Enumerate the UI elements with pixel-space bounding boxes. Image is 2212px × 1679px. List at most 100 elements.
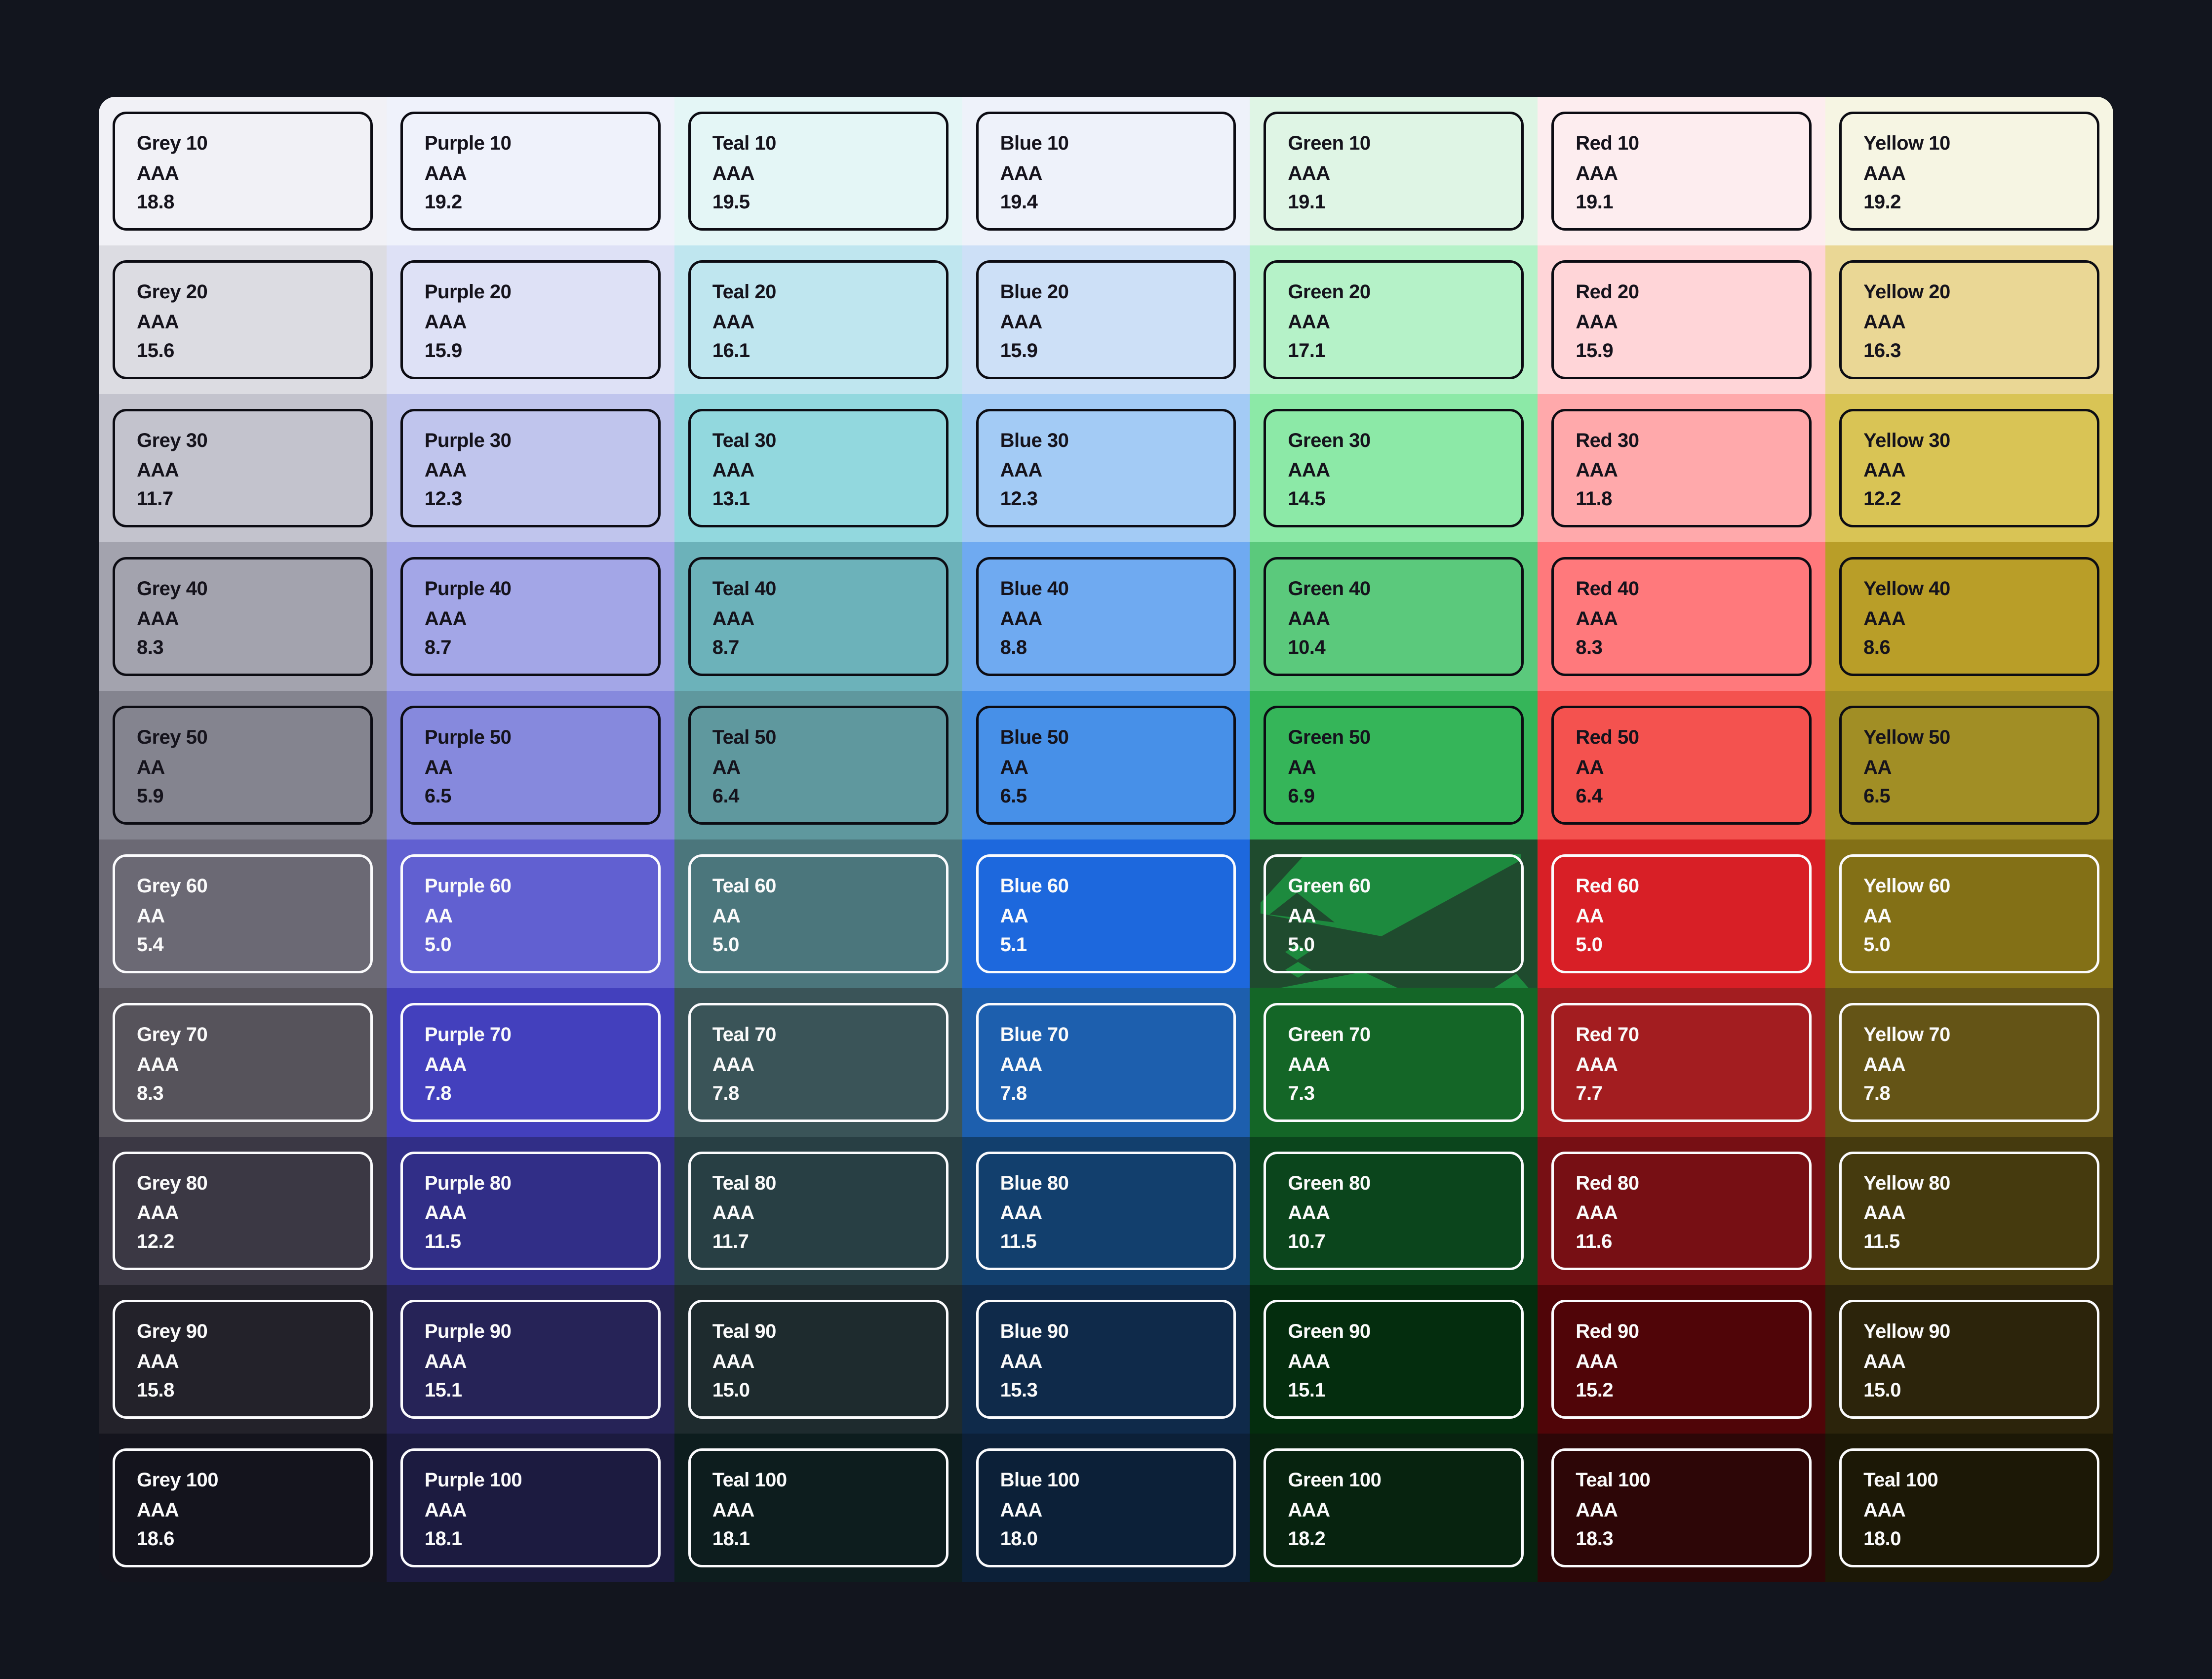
swatch-card-teal-40[interactable]: Teal 40 AAA 8.7 (688, 557, 948, 677)
glitch-mountains-overlay (1250, 839, 1538, 988)
swatch-card-blue-50[interactable]: Blue 50 AA 6.5 (976, 706, 1236, 825)
swatch-card-teal-10[interactable]: Teal 10 AAA 19.5 (688, 112, 948, 231)
swatch-card-green-20[interactable]: Green 20 AAA 17.1 (1264, 260, 1524, 379)
swatch-card-yellow-60[interactable]: Yellow 60 AA 5.0 (1839, 854, 2099, 973)
swatch-card-blue-80[interactable]: Blue 80 AAA 11.5 (976, 1151, 1236, 1271)
swatch-card-yellow-20[interactable]: Yellow 20 AAA 16.3 (1839, 260, 2099, 379)
swatch-card-yellow-90[interactable]: Yellow 90 AAA 15.0 (1839, 1300, 2099, 1419)
cell-teal-20: Teal 20 AAA 16.1 (674, 245, 962, 394)
wcag-rating-badge: AAA (712, 311, 755, 333)
contrast-ratio-value: 11.6 (1576, 1231, 1612, 1253)
wcag-rating-badge: AAA (712, 1202, 755, 1224)
contrast-info: AAA 8.3 (1576, 608, 1787, 658)
swatch-title: Green 20 (1288, 280, 1371, 303)
swatch-card-blue-20[interactable]: Blue 20 AAA 15.9 (976, 260, 1236, 379)
swatch-card-blue-30[interactable]: Blue 30 AAA 12.3 (976, 408, 1236, 528)
wcag-rating-badge: AAA (1576, 608, 1618, 630)
swatch-card-green-30[interactable]: Green 30 AAA 14.5 (1264, 408, 1524, 528)
swatch-card-red-20[interactable]: Red 20 AAA 15.9 (1551, 260, 1812, 379)
swatch-card-purple-30[interactable]: Purple 30 AAA 12.3 (400, 408, 661, 528)
swatch-card-green-50[interactable]: Green 50 AA 6.9 (1264, 706, 1524, 825)
swatch-card-grey-40[interactable]: Grey 40 AAA 8.3 (113, 557, 373, 677)
swatch-card-purple-100[interactable]: Purple 100 AAA 18.1 (400, 1448, 661, 1567)
swatch-card-grey-60[interactable]: Grey 60 AA 5.4 (113, 854, 373, 973)
swatch-card-teal-80[interactable]: Teal 80 AAA 11.7 (688, 1151, 948, 1271)
cell-grey-40: Grey 40 AAA 8.3 (99, 542, 387, 691)
swatch-card-blue-60[interactable]: Blue 60 AA 5.1 (976, 854, 1236, 973)
swatch-card-teal-30[interactable]: Teal 30 AAA 13.1 (688, 408, 948, 528)
contrast-ratio-value: 5.9 (137, 785, 164, 807)
swatch-card-yellow-40[interactable]: Yellow 40 AAA 8.6 (1839, 557, 2099, 677)
swatch-title: Purple 100 (424, 1469, 522, 1491)
swatch-card-grey-70[interactable]: Grey 70 AAA 8.3 (113, 1002, 373, 1122)
swatch-card-yellow-50[interactable]: Yellow 50 AA 6.5 (1839, 706, 2099, 825)
swatch-card-grey-20[interactable]: Grey 20 AAA 15.6 (113, 260, 373, 379)
swatch-card-blue-40[interactable]: Blue 40 AAA 8.8 (976, 557, 1236, 677)
swatch-card-green-60[interactable]: Green 60 AA 5.0 (1264, 854, 1524, 973)
swatch-card-yellow-10[interactable]: Yellow 10 AAA 19.2 (1839, 112, 2099, 231)
cell-yellow-20: Yellow 20 AAA 16.3 (1825, 245, 2113, 394)
swatch-card-purple-90[interactable]: Purple 90 AAA 15.1 (400, 1300, 661, 1419)
cell-purple-10: Purple 10 AAA 19.2 (386, 97, 674, 245)
contrast-ratio-value: 18.3 (1576, 1527, 1614, 1550)
cell-yellow-80: Yellow 80 AAA 11.5 (1825, 1136, 2113, 1285)
swatch-card-purple-60[interactable]: Purple 60 AA 5.0 (400, 854, 661, 973)
swatch-card-blue-10[interactable]: Blue 10 AAA 19.4 (976, 112, 1236, 231)
cell-purple-80: Purple 80 AAA 11.5 (386, 1136, 674, 1285)
cell-green-90: Green 90 AAA 15.1 (1250, 1285, 1538, 1434)
swatch-card-red-70[interactable]: Red 70 AAA 7.7 (1551, 1002, 1812, 1122)
swatch-card-teal-90[interactable]: Teal 90 AAA 15.0 (688, 1300, 948, 1419)
cell-grey-20: Grey 20 AAA 15.6 (99, 245, 387, 394)
swatch-card-grey-50[interactable]: Grey 50 AA 5.9 (113, 706, 373, 825)
swatch-card-green-10[interactable]: Green 10 AAA 19.1 (1264, 112, 1524, 231)
swatch-card-grey-10[interactable]: Grey 10 AAA 18.8 (113, 112, 373, 231)
swatch-card-red-10[interactable]: Red 10 AAA 19.1 (1551, 112, 1812, 231)
swatch-card-yellow-30[interactable]: Yellow 30 AAA 12.2 (1839, 408, 2099, 528)
swatch-card-green-90[interactable]: Green 90 AAA 15.1 (1264, 1300, 1524, 1419)
swatch-card-teal-20[interactable]: Teal 20 AAA 16.1 (688, 260, 948, 379)
swatch-card-purple-20[interactable]: Purple 20 AAA 15.9 (400, 260, 661, 379)
wcag-rating-badge: AAA (1863, 162, 1906, 184)
swatch-card-red-80[interactable]: Red 80 AAA 11.6 (1551, 1151, 1812, 1271)
swatch-card-red-50[interactable]: Red 50 AA 6.4 (1551, 706, 1812, 825)
swatch-card-green-100[interactable]: Green 100 AAA 18.2 (1264, 1448, 1524, 1567)
contrast-ratio-value: 11.8 (1576, 488, 1612, 510)
contrast-ratio-value: 18.6 (137, 1527, 174, 1550)
swatch-card-red-100[interactable]: Teal 100 AAA 18.3 (1551, 1448, 1812, 1567)
swatch-card-teal-70[interactable]: Teal 70 AAA 7.8 (688, 1002, 948, 1122)
swatch-card-red-90[interactable]: Red 90 AAA 15.2 (1551, 1300, 1812, 1419)
swatch-card-grey-30[interactable]: Grey 30 AAA 11.7 (113, 408, 373, 528)
swatch-card-green-80[interactable]: Green 80 AAA 10.7 (1264, 1151, 1524, 1271)
swatch-title: Red 50 (1576, 726, 1639, 749)
swatch-card-grey-90[interactable]: Grey 90 AAA 15.8 (113, 1300, 373, 1419)
swatch-card-purple-40[interactable]: Purple 40 AAA 8.7 (400, 557, 661, 677)
swatch-card-blue-70[interactable]: Blue 70 AAA 7.8 (976, 1002, 1236, 1122)
swatch-card-red-60[interactable]: Red 60 AA 5.0 (1551, 854, 1812, 973)
swatch-card-grey-80[interactable]: Grey 80 AAA 12.2 (113, 1151, 373, 1271)
swatch-card-teal-100[interactable]: Teal 100 AAA 18.1 (688, 1448, 948, 1567)
swatch-card-blue-100[interactable]: Blue 100 AAA 18.0 (976, 1448, 1236, 1567)
swatch-card-grey-100[interactable]: Grey 100 AAA 18.6 (113, 1448, 373, 1567)
contrast-ratio-value: 7.7 (1576, 1082, 1603, 1104)
swatch-card-purple-80[interactable]: Purple 80 AAA 11.5 (400, 1151, 661, 1271)
swatch-card-red-40[interactable]: Red 40 AAA 8.3 (1551, 557, 1812, 677)
swatch-title: Grey 80 (137, 1172, 208, 1194)
wcag-rating-badge: AAA (424, 459, 467, 481)
swatch-card-teal-60[interactable]: Teal 60 AA 5.0 (688, 854, 948, 973)
swatch-card-purple-10[interactable]: Purple 10 AAA 19.2 (400, 112, 661, 231)
wcag-rating-badge: AAA (1288, 1499, 1330, 1521)
swatch-card-purple-50[interactable]: Purple 50 AA 6.5 (400, 706, 661, 825)
swatch-card-yellow-70[interactable]: Yellow 70 AAA 7.8 (1839, 1002, 2099, 1122)
wcag-rating-badge: AAA (137, 1053, 179, 1076)
swatch-card-yellow-100[interactable]: Teal 100 AAA 18.0 (1839, 1448, 2099, 1567)
swatch-card-red-30[interactable]: Red 30 AAA 11.8 (1551, 408, 1812, 528)
swatch-card-teal-50[interactable]: Teal 50 AA 6.4 (688, 706, 948, 825)
swatch-card-blue-90[interactable]: Blue 90 AAA 15.3 (976, 1300, 1236, 1419)
swatch-title: Purple 80 (424, 1172, 512, 1194)
swatch-card-purple-70[interactable]: Purple 70 AAA 7.8 (400, 1002, 661, 1122)
swatch-card-green-40[interactable]: Green 40 AAA 10.4 (1264, 557, 1524, 677)
swatch-card-green-70[interactable]: Green 70 AAA 7.3 (1264, 1002, 1524, 1122)
swatch-card-yellow-80[interactable]: Yellow 80 AAA 11.5 (1839, 1151, 2099, 1271)
contrast-info: AAA 19.2 (1863, 163, 2075, 212)
